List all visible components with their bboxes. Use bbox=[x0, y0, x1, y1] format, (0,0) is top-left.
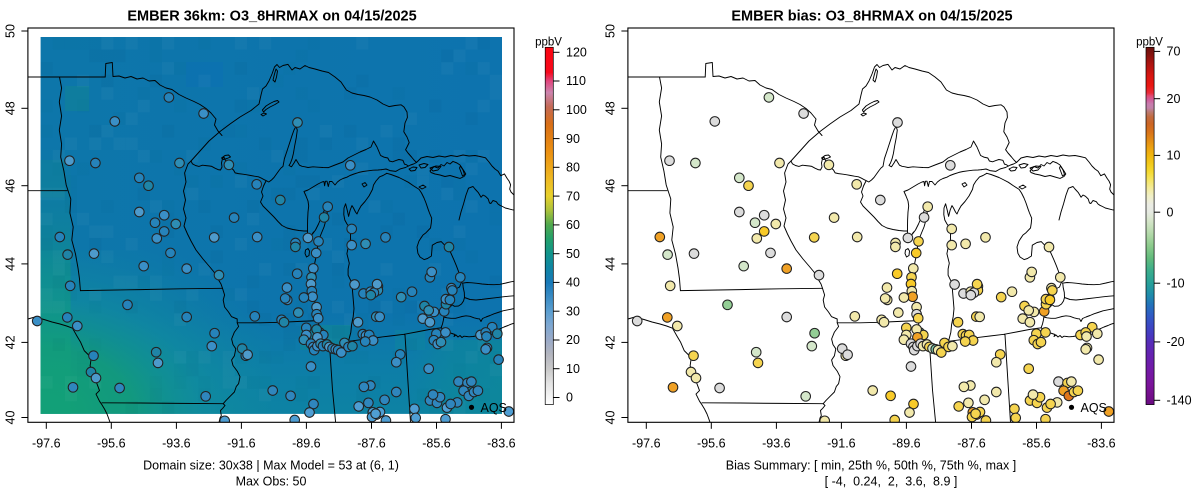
svg-text:0: 0 bbox=[1167, 205, 1174, 219]
svg-text:-140: -140 bbox=[1167, 394, 1192, 408]
svg-text:50: 50 bbox=[4, 24, 18, 38]
svg-text:10: 10 bbox=[1167, 149, 1181, 163]
svg-text:48: 48 bbox=[4, 101, 18, 115]
svg-text:-83.6: -83.6 bbox=[1087, 437, 1116, 451]
svg-text:20: 20 bbox=[1167, 92, 1181, 106]
svg-text:Max Obs: 50: Max Obs: 50 bbox=[236, 475, 307, 489]
svg-text:20: 20 bbox=[566, 333, 580, 347]
svg-text:10: 10 bbox=[566, 362, 580, 376]
svg-text:-97.6: -97.6 bbox=[632, 437, 661, 451]
svg-text:AQS: AQS bbox=[481, 401, 507, 415]
svg-text:Domain size: 30x38 | Max Model: Domain size: 30x38 | Max Model = 53 at (… bbox=[143, 459, 399, 473]
svg-text:-91.6: -91.6 bbox=[827, 437, 856, 451]
svg-text:60: 60 bbox=[566, 218, 580, 232]
svg-text:-85.6: -85.6 bbox=[422, 437, 451, 451]
svg-text:-87.6: -87.6 bbox=[957, 437, 986, 451]
svg-text:70: 70 bbox=[1167, 45, 1181, 59]
svg-text:70: 70 bbox=[566, 189, 580, 203]
svg-text:30: 30 bbox=[566, 304, 580, 318]
svg-text:[ -4, 0.24, 2, 3.6, 8.9 ]: [ -4, 0.24, 2, 3.6, 8.9 ] bbox=[825, 475, 958, 489]
svg-text:EMBER bias: O3_8HRMAX on 04/15: EMBER bias: O3_8HRMAX on 04/15/2025 bbox=[731, 9, 1012, 25]
svg-text:100: 100 bbox=[566, 103, 587, 117]
svg-text:90: 90 bbox=[566, 132, 580, 146]
svg-text:-10: -10 bbox=[1167, 276, 1185, 290]
svg-text:44: 44 bbox=[4, 257, 18, 271]
svg-text:-93.6: -93.6 bbox=[162, 437, 191, 451]
svg-text:-85.6: -85.6 bbox=[1022, 437, 1051, 451]
svg-text:0: 0 bbox=[566, 391, 573, 405]
svg-text:50: 50 bbox=[604, 24, 618, 38]
svg-text:-87.6: -87.6 bbox=[357, 437, 386, 451]
svg-text:-89.6: -89.6 bbox=[292, 437, 321, 451]
svg-text:40: 40 bbox=[604, 411, 618, 425]
svg-text:46: 46 bbox=[604, 179, 618, 193]
svg-text:40: 40 bbox=[4, 411, 18, 425]
svg-text:-91.6: -91.6 bbox=[227, 437, 256, 451]
svg-text:44: 44 bbox=[604, 257, 618, 271]
svg-text:-95.6: -95.6 bbox=[97, 437, 126, 451]
svg-text:EMBER 36km: O3_8HRMAX on 04/15: EMBER 36km: O3_8HRMAX on 04/15/2025 bbox=[127, 9, 416, 25]
svg-text:ppbV: ppbV bbox=[535, 37, 562, 49]
svg-text:AQS: AQS bbox=[1081, 401, 1107, 415]
svg-text:50: 50 bbox=[566, 247, 580, 261]
svg-text:-97.6: -97.6 bbox=[32, 437, 61, 451]
svg-text:Bias Summary: [ min, 25th %, 5: Bias Summary: [ min, 25th %, 50th %, 75t… bbox=[726, 459, 1016, 473]
svg-text:40: 40 bbox=[566, 276, 580, 290]
svg-text:-89.6: -89.6 bbox=[892, 437, 921, 451]
svg-text:120: 120 bbox=[566, 46, 587, 60]
svg-text:46: 46 bbox=[4, 179, 18, 193]
svg-text:-95.6: -95.6 bbox=[697, 437, 726, 451]
svg-text:-20: -20 bbox=[1167, 335, 1185, 349]
svg-text:110: 110 bbox=[566, 74, 586, 88]
svg-text:48: 48 bbox=[604, 101, 618, 115]
svg-text:ppbV: ppbV bbox=[1136, 37, 1163, 49]
svg-text:-83.6: -83.6 bbox=[487, 437, 516, 451]
svg-text:42: 42 bbox=[604, 335, 618, 349]
svg-text:80: 80 bbox=[566, 161, 580, 175]
svg-text:42: 42 bbox=[4, 335, 18, 349]
svg-text:-93.6: -93.6 bbox=[762, 437, 791, 451]
